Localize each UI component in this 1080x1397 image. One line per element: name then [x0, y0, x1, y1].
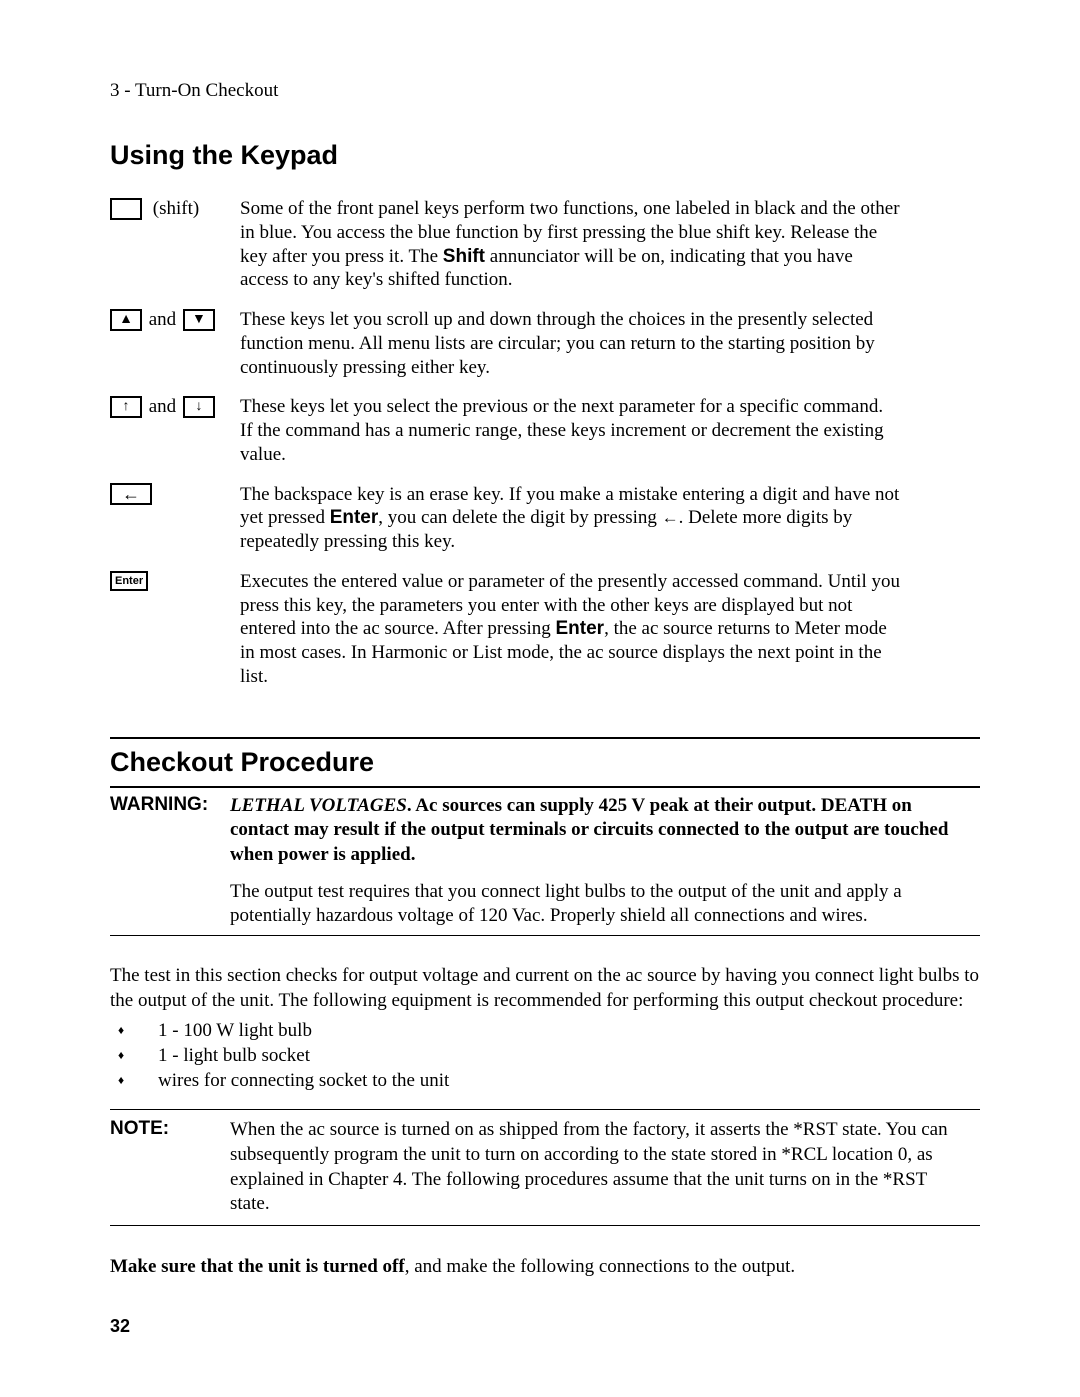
intro-paragraph: The test in this section checks for outp…: [110, 964, 980, 1013]
keypad-row-updown: ▲ and ▼ These keys let you scroll up and…: [110, 302, 980, 389]
final-paragraph: Make sure that the unit is turned off, a…: [110, 1256, 980, 1278]
warning-lethal: LETHAL VOLTAGES: [230, 795, 407, 816]
keypad-row-backspace: ← The backspace key is an erase key. If …: [110, 477, 980, 564]
shift-key-icon: [110, 198, 142, 220]
triangle-up-icon: ▲: [110, 309, 142, 331]
backspace-desc-b: , you can delete the digit by pressing: [378, 507, 661, 528]
keypad-row-prevnext: ↑ and ↓ These keys let you select the pr…: [110, 389, 980, 476]
divider-top: [110, 737, 980, 739]
note-text: When the ac source is turned on as shipp…: [230, 1110, 980, 1225]
enter-word-inline-2: Enter: [556, 618, 605, 639]
chapter-header: 3 - Turn-On Checkout: [110, 80, 980, 102]
note-table: NOTE: When the ac source is turned on as…: [110, 1110, 980, 1225]
page-number: 32: [110, 1316, 130, 1337]
updown-desc: These keys let you scroll up and down th…: [240, 309, 875, 378]
and-label: and: [147, 309, 178, 330]
inline-left-arrow-icon: ←: [662, 508, 679, 527]
enter-key-icon: Enter: [110, 571, 148, 591]
prevnext-desc: These keys let you select the previous o…: [240, 396, 884, 465]
section-heading-using-keypad: Using the Keypad: [110, 140, 980, 171]
warning-label: WARNING:: [110, 788, 230, 874]
final-rest: , and make the following connections to …: [405, 1256, 795, 1277]
arrow-up-icon: ↑: [110, 396, 142, 418]
note-label: NOTE:: [110, 1110, 230, 1225]
equipment-list: 1 - 100 W light bulb 1 - light bulb sock…: [110, 1019, 980, 1093]
list-item: wires for connecting socket to the unit: [110, 1069, 980, 1094]
keypad-row-enter: Enter Executes the entered value or para…: [110, 564, 980, 699]
and-label-2: and: [147, 396, 178, 417]
shift-word: Shift: [443, 246, 485, 267]
list-item: 1 - light bulb socket: [110, 1044, 980, 1069]
final-bold: Make sure that the unit is turned off: [110, 1256, 405, 1277]
enter-word-inline: Enter: [330, 507, 379, 528]
divider-under-warning: [110, 935, 980, 936]
divider-below-note: [110, 1225, 980, 1226]
triangle-down-icon: ▼: [183, 309, 215, 331]
section-heading-checkout: Checkout Procedure: [110, 747, 980, 778]
list-item: 1 - 100 W light bulb: [110, 1019, 980, 1044]
warning-plain-text: The output test requires that you connec…: [230, 881, 902, 927]
keypad-table: (shift) Some of the front panel keys per…: [110, 191, 980, 699]
shift-label: (shift): [147, 198, 199, 219]
page-container: 3 - Turn-On Checkout Using the Keypad (s…: [0, 0, 1080, 1397]
backspace-key-icon: ←: [110, 483, 152, 505]
warning-table: WARNING: LETHAL VOLTAGES. Ac sources can…: [110, 788, 980, 935]
arrow-down-icon: ↓: [183, 396, 215, 418]
keypad-row-shift: (shift) Some of the front panel keys per…: [110, 191, 980, 302]
checkout-procedure-block: Checkout Procedure WARNING: LETHAL VOLTA…: [110, 737, 980, 936]
